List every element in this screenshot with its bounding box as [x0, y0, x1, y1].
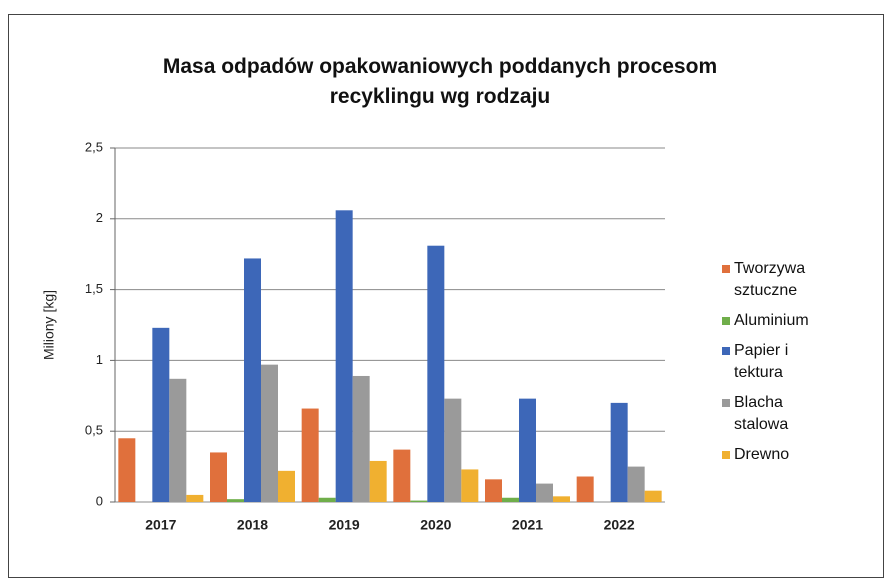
y-tick-label: 1	[96, 352, 103, 367]
legend: Tworzywa sztuczne Aluminium Papier i tektu…	[722, 258, 822, 474]
x-tick-label: 2020	[420, 517, 451, 533]
bar	[278, 470, 295, 502]
bar	[502, 497, 519, 502]
bar	[627, 466, 645, 502]
y-tick-label: 1,5	[85, 281, 103, 296]
y-tick-label: 2	[96, 210, 103, 225]
legend-label: Drewno	[734, 446, 790, 463]
bar	[244, 258, 261, 502]
bar	[118, 438, 136, 502]
legend-swatch	[722, 399, 730, 407]
legend-label: Tworzywa sztuczne	[734, 260, 806, 299]
legend-swatch	[722, 347, 730, 355]
y-tick-label: 2,5	[85, 139, 103, 154]
bar	[318, 497, 336, 502]
x-tick-label: 2021	[512, 517, 543, 533]
legend-item: Tworzywa sztuczne	[722, 258, 822, 302]
bar	[427, 245, 445, 503]
bar	[210, 452, 227, 502]
legend-item: Drewno	[722, 444, 822, 466]
chart-title: Masa odpadów opakowaniowych poddanych pr…	[162, 55, 718, 108]
bar	[536, 483, 553, 502]
legend-swatch	[722, 265, 730, 273]
bar	[169, 378, 187, 502]
bar	[553, 496, 570, 502]
bar	[227, 499, 244, 502]
x-tick-label: 2022	[604, 517, 635, 533]
bar	[186, 494, 204, 502]
bar	[444, 398, 462, 502]
legend-item: Papier i tektura	[722, 340, 822, 384]
bar	[410, 500, 428, 502]
bar	[610, 402, 628, 502]
bar	[352, 375, 370, 502]
bar	[393, 449, 411, 502]
legend-item: Aluminium	[722, 310, 822, 332]
bar	[369, 460, 387, 502]
legend-swatch	[722, 317, 730, 325]
chart-frame	[8, 14, 884, 578]
legend-item: Blacha stalowa	[722, 392, 822, 436]
x-tick-label: 2019	[329, 517, 360, 533]
y-tick-label: 0	[96, 493, 103, 508]
bar	[519, 398, 536, 502]
bar	[261, 364, 278, 502]
x-tick-label: 2017	[145, 517, 176, 533]
legend-label: Papier i tektura	[734, 342, 789, 381]
y-tick-label: 0,5	[85, 423, 103, 438]
bar	[335, 210, 353, 502]
x-tick-label: 2018	[237, 517, 268, 533]
bar	[485, 479, 502, 502]
bar	[644, 490, 662, 502]
bar	[576, 476, 594, 502]
legend-swatch	[722, 451, 730, 459]
bar	[152, 327, 170, 502]
legend-label: Aluminium	[734, 312, 809, 329]
bar	[461, 469, 479, 502]
y-axis-label: Miliony [kg]	[41, 290, 57, 360]
bar	[301, 408, 319, 502]
legend-label: Blacha stalowa	[734, 394, 789, 433]
